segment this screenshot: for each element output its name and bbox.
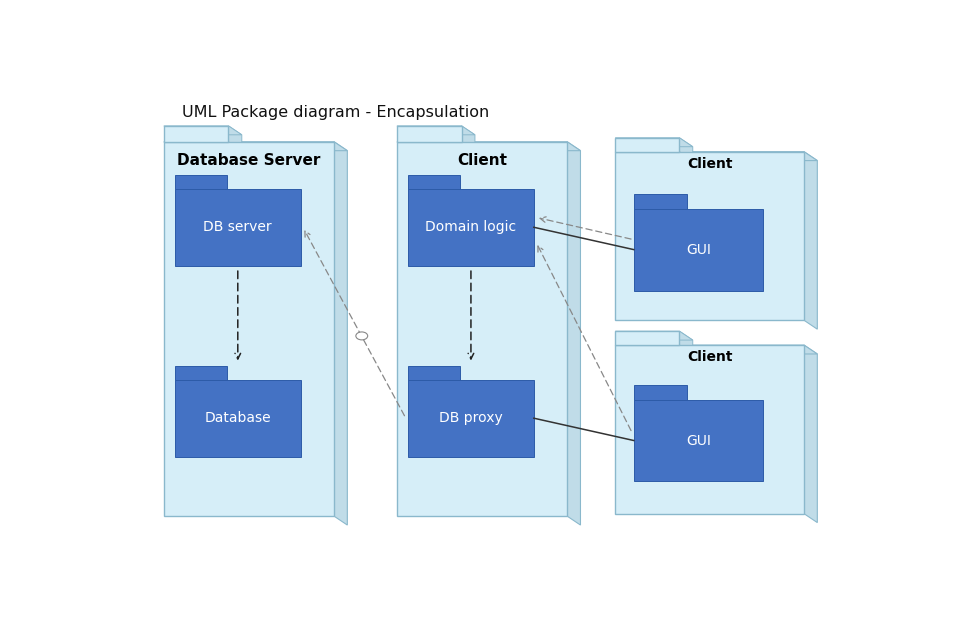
Bar (634, 194, 687, 209)
Text: DB server: DB server (203, 220, 272, 234)
Polygon shape (679, 331, 692, 354)
Bar (408, 366, 460, 380)
Polygon shape (228, 126, 242, 151)
Bar (634, 209, 763, 290)
Text: Client: Client (687, 350, 732, 364)
Text: Domain logic: Domain logic (425, 220, 517, 234)
Polygon shape (804, 345, 817, 522)
Bar (397, 142, 567, 516)
Text: Database: Database (204, 412, 271, 425)
Circle shape (356, 332, 368, 340)
Polygon shape (679, 138, 692, 160)
Text: Client: Client (687, 156, 732, 171)
Bar (408, 380, 534, 457)
Bar (397, 126, 461, 142)
Polygon shape (615, 151, 817, 160)
Text: UML Package diagram - Encapsulation: UML Package diagram - Encapsulation (182, 104, 490, 120)
Polygon shape (164, 142, 348, 151)
Bar (408, 189, 534, 266)
Bar (175, 366, 226, 380)
Polygon shape (397, 126, 475, 135)
Text: Client: Client (457, 153, 507, 168)
Polygon shape (804, 151, 817, 329)
Bar (615, 138, 679, 151)
Bar (615, 331, 679, 345)
Polygon shape (615, 138, 692, 147)
Bar (175, 189, 301, 266)
Bar (164, 142, 334, 516)
Text: GUI: GUI (686, 243, 711, 256)
Bar (175, 175, 226, 189)
Bar (408, 175, 460, 189)
Text: DB proxy: DB proxy (439, 412, 503, 425)
Polygon shape (615, 345, 817, 354)
Polygon shape (397, 142, 581, 151)
Bar (634, 384, 687, 399)
Bar (634, 399, 763, 482)
Bar (164, 126, 228, 142)
Polygon shape (334, 142, 348, 525)
Text: Database Server: Database Server (178, 153, 321, 168)
Polygon shape (567, 142, 581, 525)
Text: GUI: GUI (686, 433, 711, 448)
Bar (615, 345, 804, 514)
Polygon shape (461, 126, 475, 151)
Polygon shape (615, 331, 692, 340)
Bar (615, 151, 804, 320)
Polygon shape (164, 126, 242, 135)
Bar (175, 380, 301, 457)
